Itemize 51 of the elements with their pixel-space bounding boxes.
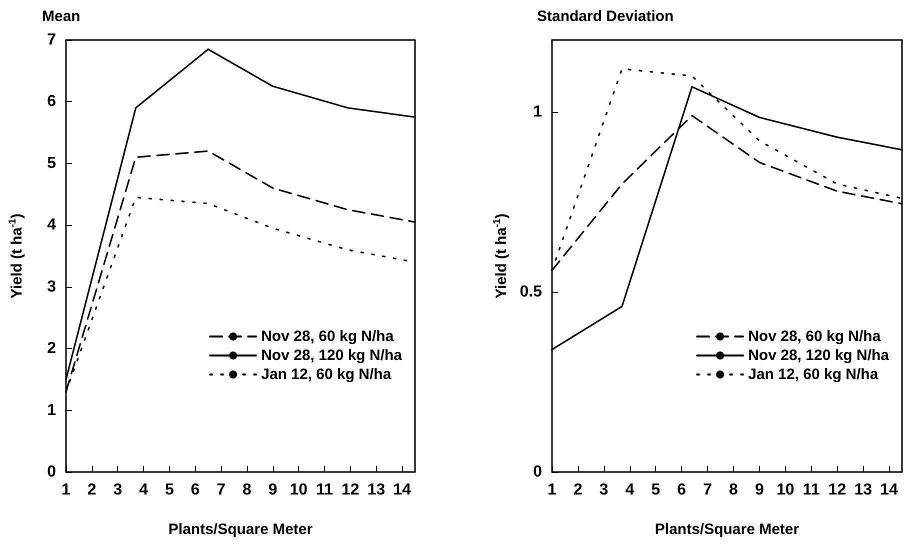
y-tick-label: 0 <box>533 464 542 480</box>
x-tick-label: 13 <box>854 482 872 498</box>
y-tick-label: 7 <box>47 32 56 48</box>
x-tick-label: 9 <box>268 482 278 498</box>
x-tick-label: 4 <box>625 482 634 498</box>
x-axis-title: Plants/Square Meter <box>654 521 800 538</box>
y-tick-label: 4 <box>47 216 56 234</box>
y-tick-label: 6 <box>47 93 56 110</box>
legend-label: Jan 12, 60 kg N/ha <box>748 366 879 383</box>
legend-label: Nov 28, 60 kg N/ha <box>748 328 882 345</box>
y-tick-label: 2 <box>47 340 56 358</box>
x-tick-label: 3 <box>599 482 608 498</box>
x-tick-label: 1 <box>62 482 71 498</box>
x-tick-label: 10 <box>776 482 794 498</box>
x-tick-label: 13 <box>367 482 386 498</box>
x-tick-label: 14 <box>393 482 412 498</box>
y-tick-label: 5 <box>47 154 56 172</box>
y-axis-title: Yield (t ha-1) <box>492 213 510 299</box>
x-tick-label: 12 <box>828 482 846 498</box>
x-tick-label: 6 <box>190 482 200 498</box>
y-tick-label: 1 <box>533 104 542 120</box>
x-tick-label: 9 <box>754 482 764 498</box>
y-tick-label: 3 <box>47 278 56 296</box>
y-axis-title: Yield (t ha-1) <box>8 213 26 299</box>
legend-label: Jan 12, 60 kg N/ha <box>261 366 392 383</box>
x-tick-label: 11 <box>802 482 820 498</box>
x-tick-label: 2 <box>87 482 96 498</box>
legend-label: Nov 28, 120 kg N/ha <box>261 347 403 364</box>
x-tick-label: 8 <box>242 482 252 498</box>
x-tick-label: 10 <box>290 482 308 498</box>
x-tick-label: 5 <box>651 482 660 498</box>
y-tick-label: 1 <box>47 402 56 419</box>
x-axis-title: Plants/Square Meter <box>168 521 313 538</box>
x-tick-label: 3 <box>113 482 122 498</box>
x-tick-label: 1 <box>548 482 557 498</box>
x-tick-label: 4 <box>139 482 148 498</box>
x-tick-label: 5 <box>164 482 174 498</box>
x-tick-label: 8 <box>729 482 738 498</box>
legend-label: Nov 28, 60 kg N/ha <box>261 328 394 345</box>
y-tick-label: 0 <box>47 464 56 480</box>
legend-label: Nov 28, 120 kg N/ha <box>748 347 890 364</box>
x-tick-label: 7 <box>216 482 226 498</box>
x-tick-label: 2 <box>573 482 582 498</box>
y-tick-label: 0.5 <box>520 284 542 300</box>
x-tick-label: 12 <box>341 482 360 498</box>
x-tick-label: 11 <box>316 482 334 498</box>
chart-title: Standard Deviation <box>537 8 674 25</box>
chart-title: Mean <box>42 8 80 25</box>
x-tick-label: 7 <box>703 482 712 498</box>
x-tick-label: 6 <box>677 482 686 498</box>
x-tick-label: 14 <box>880 482 898 498</box>
